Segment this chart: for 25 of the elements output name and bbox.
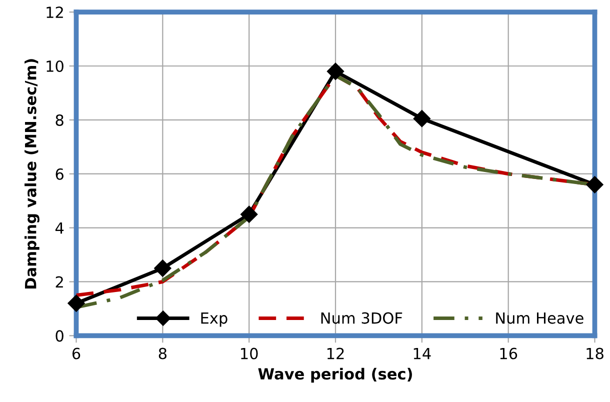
x-tick-label: 14 [414, 348, 431, 360]
x-tick-label: 10 [241, 348, 258, 360]
x-tick-label: 16 [500, 348, 518, 360]
x-tick-label: 6 [72, 348, 80, 360]
point [326, 62, 344, 80]
y-tick-label: 2 [56, 276, 63, 288]
legend-label: Num 3DOF [321, 312, 402, 324]
y-tick-label: 12 [46, 6, 63, 18]
x-tick-label: 18 [586, 348, 604, 360]
legend-label: Num Heave [496, 312, 584, 324]
point [586, 176, 604, 194]
x-tick-label: 12 [327, 348, 344, 360]
x-axis-title: Wave period (sec) [258, 368, 412, 383]
legend-label: Exp [201, 312, 228, 327]
point [68, 294, 85, 312]
point [154, 260, 172, 277]
y-tick-label: 6 [56, 168, 64, 180]
point [240, 206, 258, 223]
y-axis-title: Damping value (MN.sec/m) [24, 59, 40, 288]
point [413, 110, 430, 128]
x-tick-label: 8 [158, 348, 166, 360]
y-tick-label: 10 [46, 60, 64, 72]
y-tick-label: 8 [56, 114, 64, 126]
y-tick-label: 0 [56, 330, 64, 342]
y-tick-label: 4 [55, 222, 64, 234]
